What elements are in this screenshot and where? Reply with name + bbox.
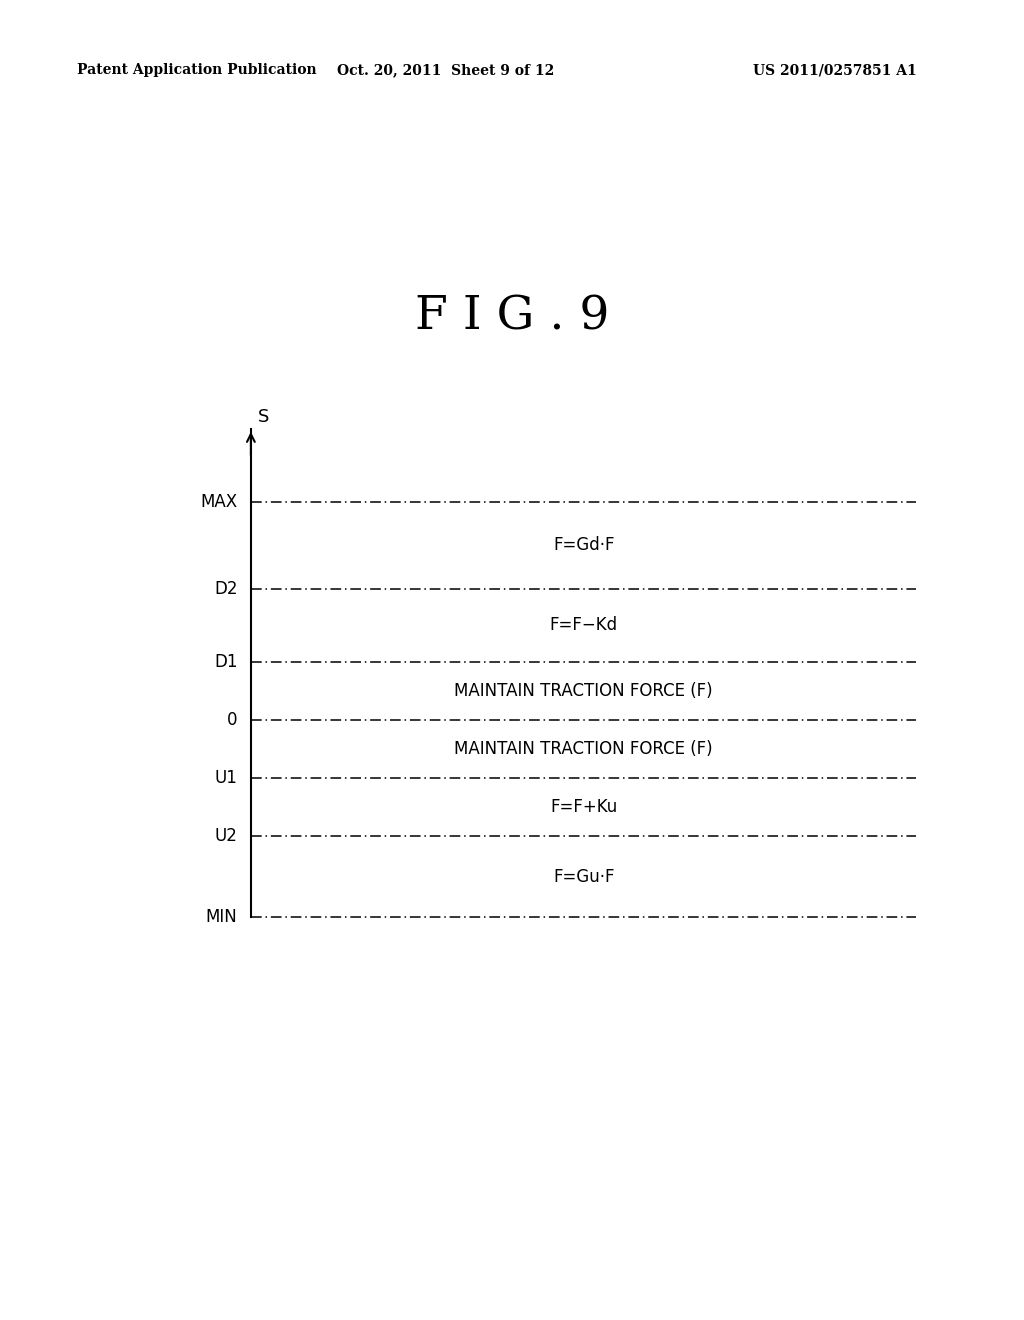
- Text: 0: 0: [227, 711, 238, 729]
- Text: MAINTAIN TRACTION FORCE (F): MAINTAIN TRACTION FORCE (F): [455, 741, 713, 758]
- Text: MAX: MAX: [201, 492, 238, 511]
- Text: F=Gd·F: F=Gd·F: [553, 536, 614, 554]
- Text: D1: D1: [214, 652, 238, 671]
- Text: Oct. 20, 2011  Sheet 9 of 12: Oct. 20, 2011 Sheet 9 of 12: [337, 63, 554, 78]
- Text: Patent Application Publication: Patent Application Publication: [77, 63, 316, 78]
- Text: US 2011/0257851 A1: US 2011/0257851 A1: [753, 63, 916, 78]
- Text: U1: U1: [215, 770, 238, 787]
- Text: MAINTAIN TRACTION FORCE (F): MAINTAIN TRACTION FORCE (F): [455, 682, 713, 700]
- Text: D2: D2: [214, 579, 238, 598]
- Text: F=Gu·F: F=Gu·F: [553, 867, 614, 886]
- Text: F=F−Kd: F=F−Kd: [550, 616, 617, 635]
- Text: U2: U2: [215, 828, 238, 845]
- Text: F=F+Ku: F=F+Ku: [550, 799, 617, 816]
- Text: MIN: MIN: [206, 908, 238, 927]
- Text: F I G . 9: F I G . 9: [415, 294, 609, 339]
- Text: S: S: [258, 408, 269, 426]
